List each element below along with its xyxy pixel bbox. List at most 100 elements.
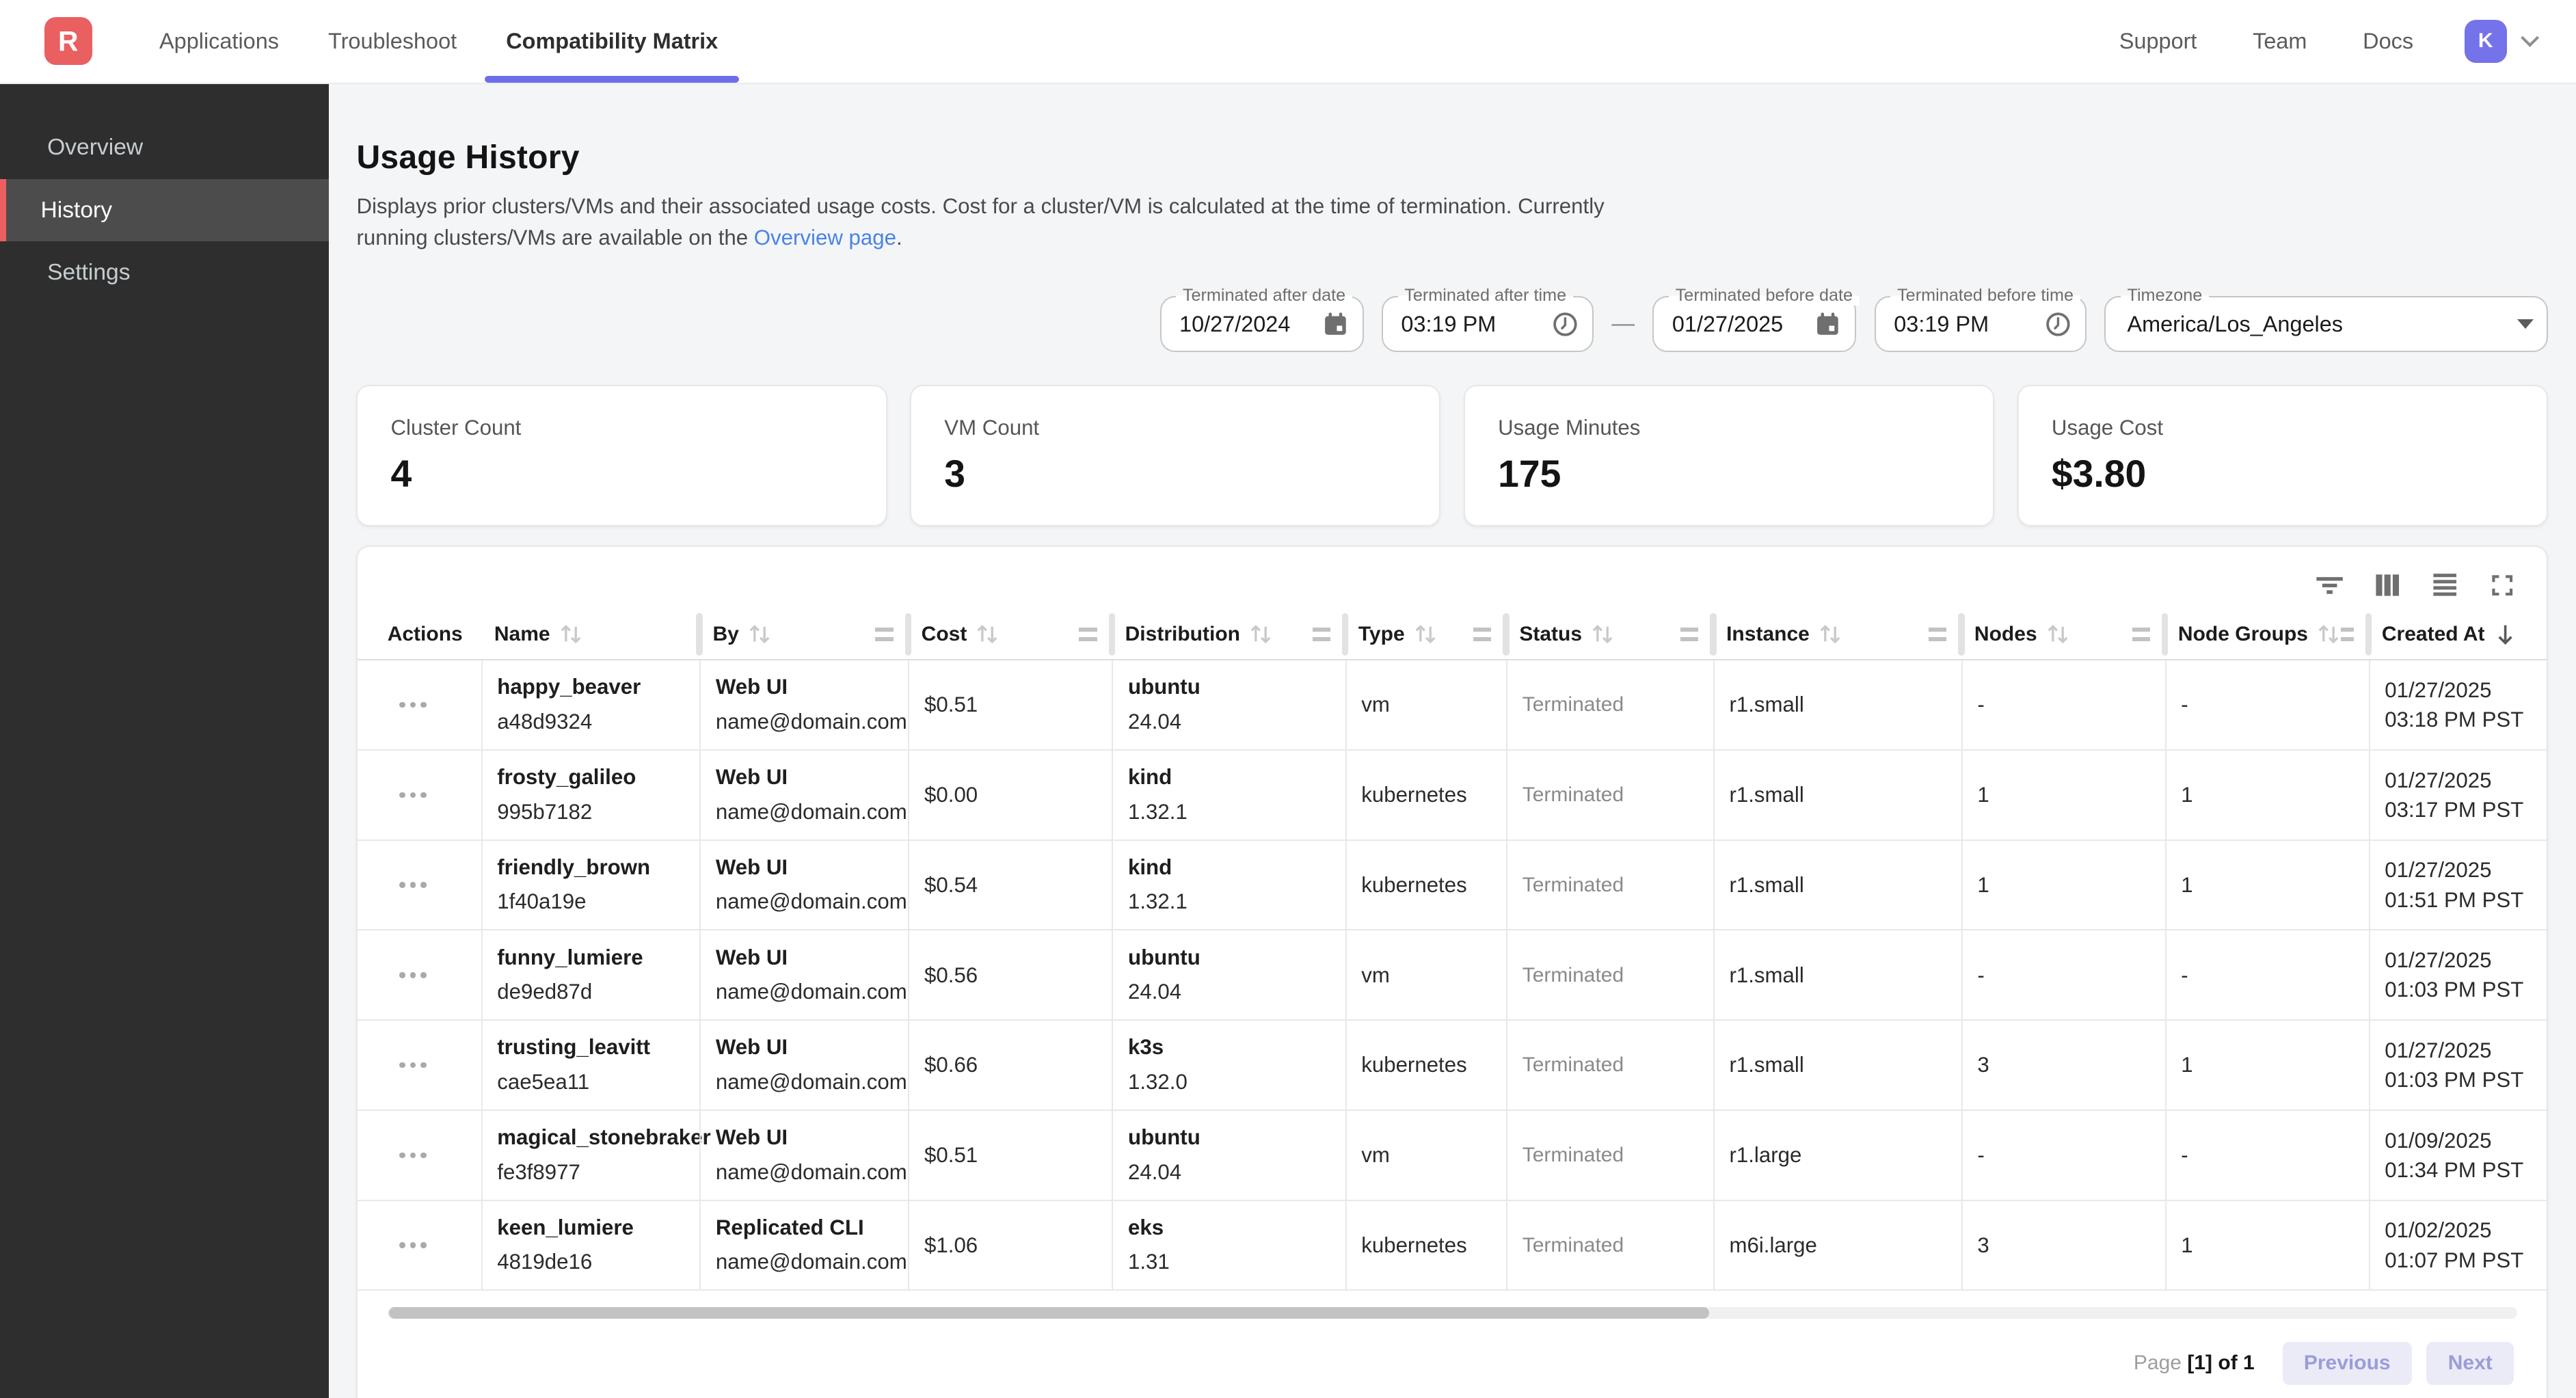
created-by-email-link[interactable]: name@domain.com xyxy=(715,889,907,914)
status-value: Terminated xyxy=(1522,783,1624,807)
row-actions-button[interactable] xyxy=(393,782,433,807)
column-resize-handle[interactable] xyxy=(2161,613,2169,656)
nav-compatibility-matrix[interactable]: Compatibility Matrix xyxy=(481,0,742,83)
description-period: . xyxy=(896,226,902,250)
created-time: 01:34 PM PST xyxy=(2385,1157,2524,1182)
column-header-nodes[interactable]: Nodes xyxy=(1957,610,2165,659)
created-by-email-link[interactable]: name@domain.com xyxy=(715,799,907,824)
terminated-after-date-value[interactable]: 10/27/2024 xyxy=(1179,311,1291,336)
sort-icon[interactable] xyxy=(747,623,772,645)
column-header-cost[interactable]: Cost xyxy=(904,610,1112,659)
terminated-after-time-field[interactable]: Terminated after time 03:19 PM xyxy=(1382,286,1594,352)
sort-icon[interactable] xyxy=(2045,623,2070,645)
timezone-value[interactable]: America/Los_Angeles xyxy=(2127,311,2344,336)
row-actions-button[interactable] xyxy=(393,1233,433,1258)
terminated-after-time-value[interactable]: 03:19 PM xyxy=(1401,311,1497,336)
column-header-created-at[interactable]: Created At xyxy=(2365,610,2547,659)
created-by-email-link[interactable]: name@domain.com xyxy=(715,1069,907,1094)
terminated-before-time-field[interactable]: Terminated before time 03:19 PM xyxy=(1874,286,2087,352)
terminated-before-date-field[interactable]: Terminated before date 01/27/2025 xyxy=(1652,286,1860,352)
column-header-type[interactable]: Type xyxy=(1341,610,1506,659)
column-header-by[interactable]: By xyxy=(696,610,908,659)
row-actions-button[interactable] xyxy=(393,1052,433,1077)
row-actions-button[interactable] xyxy=(393,963,433,988)
columns-icon[interactable] xyxy=(2370,567,2406,603)
distribution-version: 1.31 xyxy=(1128,1250,1170,1274)
column-header-status[interactable]: Status xyxy=(1503,610,1713,659)
column-header-name[interactable]: Name xyxy=(481,610,700,659)
filter-icon[interactable] xyxy=(2311,567,2348,603)
caret-down-icon[interactable] xyxy=(2517,319,2534,329)
column-header-distribution[interactable]: Distribution xyxy=(1108,610,1345,659)
distribution-name: eks xyxy=(1128,1215,1164,1239)
sort-icon[interactable] xyxy=(559,623,583,645)
column-resize-handle[interactable] xyxy=(1108,613,1116,656)
user-avatar[interactable]: K xyxy=(2464,20,2507,63)
sort-icon[interactable] xyxy=(1413,623,1438,645)
terminated-before-date-value[interactable]: 01/27/2025 xyxy=(1672,311,1784,336)
nav-applications[interactable]: Applications xyxy=(159,28,279,53)
sidebar-item-history[interactable]: History xyxy=(0,178,329,242)
column-header-instance[interactable]: Instance xyxy=(1710,610,1961,659)
column-menu-icon[interactable] xyxy=(1928,628,1947,641)
column-menu-icon[interactable] xyxy=(1680,628,1699,641)
date-range-separator: — xyxy=(1611,311,1635,337)
previous-page-button[interactable]: Previous xyxy=(2282,1341,2412,1385)
column-header-node-groups[interactable]: Node Groups xyxy=(2161,610,2369,659)
sort-icon[interactable] xyxy=(1818,623,1842,645)
timezone-select[interactable]: Timezone America/Los_Angeles xyxy=(2104,286,2549,352)
created-by-email-link[interactable]: name@domain.com xyxy=(715,1250,907,1274)
column-menu-icon[interactable] xyxy=(1473,628,1492,641)
created-by-email-link[interactable]: name@domain.com xyxy=(715,980,907,1004)
sidebar-item-overview[interactable]: Overview xyxy=(47,135,144,161)
chevron-down-icon[interactable] xyxy=(2521,28,2540,48)
density-icon[interactable] xyxy=(2427,567,2463,603)
sort-icon[interactable] xyxy=(2316,623,2341,645)
clock-icon[interactable] xyxy=(1551,310,1579,338)
horizontal-scrollbar-thumb[interactable] xyxy=(389,1307,1710,1319)
sort-icon[interactable] xyxy=(1248,623,1273,645)
column-menu-icon[interactable] xyxy=(1312,628,1330,641)
horizontal-scrollbar-track[interactable] xyxy=(387,1307,2517,1319)
page-description: Displays prior clusters/VMs and their as… xyxy=(356,191,1654,253)
nav-team[interactable]: Team xyxy=(2253,28,2307,53)
clock-icon[interactable] xyxy=(2044,310,2072,338)
stat-label: Usage Cost xyxy=(2051,416,2164,440)
terminated-before-time-value[interactable]: 03:19 PM xyxy=(1894,311,1989,336)
overview-page-link[interactable]: Overview page xyxy=(753,226,896,250)
calendar-icon[interactable] xyxy=(1814,310,1842,338)
nav-support[interactable]: Support xyxy=(2119,28,2197,53)
nav-troubleshoot[interactable]: Troubleshoot xyxy=(328,28,457,53)
sidebar-item-settings[interactable]: Settings xyxy=(47,259,131,285)
column-menu-icon[interactable] xyxy=(1079,628,1097,641)
column-label: Created At xyxy=(2381,623,2485,645)
sort-icon[interactable] xyxy=(1590,623,1615,645)
next-page-button[interactable]: Next xyxy=(2426,1341,2514,1385)
cell-status: Terminated xyxy=(1506,840,1713,930)
sort-icon[interactable] xyxy=(975,623,999,645)
column-resize-handle[interactable] xyxy=(1341,613,1349,656)
fullscreen-icon[interactable] xyxy=(2484,567,2521,603)
cell-actions xyxy=(358,1021,481,1110)
calendar-icon[interactable] xyxy=(1321,310,1350,338)
stat-label: Cluster Count xyxy=(390,416,522,440)
column-resize-handle[interactable] xyxy=(696,613,703,656)
column-resize-handle[interactable] xyxy=(1957,613,1965,656)
column-resize-handle[interactable] xyxy=(904,613,912,656)
created-by-email-link[interactable]: name@domain.com xyxy=(715,1159,907,1184)
table-header-row: Actions Name By Cost xyxy=(358,610,2547,661)
row-actions-button[interactable] xyxy=(393,693,433,718)
sort-descending-icon[interactable] xyxy=(2495,623,2516,646)
column-menu-icon[interactable] xyxy=(2341,628,2354,641)
replicated-logo-icon[interactable]: R xyxy=(44,17,92,66)
column-resize-handle[interactable] xyxy=(1503,613,1510,656)
column-menu-icon[interactable] xyxy=(2132,628,2151,641)
column-resize-handle[interactable] xyxy=(1710,613,1717,656)
terminated-after-date-field[interactable]: Terminated after date 10/27/2024 xyxy=(1159,286,1364,352)
nav-docs[interactable]: Docs xyxy=(2363,28,2414,53)
column-resize-handle[interactable] xyxy=(2365,613,2372,656)
row-actions-button[interactable] xyxy=(393,872,433,898)
row-actions-button[interactable] xyxy=(393,1142,433,1168)
created-by-email-link[interactable]: name@domain.com xyxy=(715,709,907,734)
column-menu-icon[interactable] xyxy=(875,628,894,641)
